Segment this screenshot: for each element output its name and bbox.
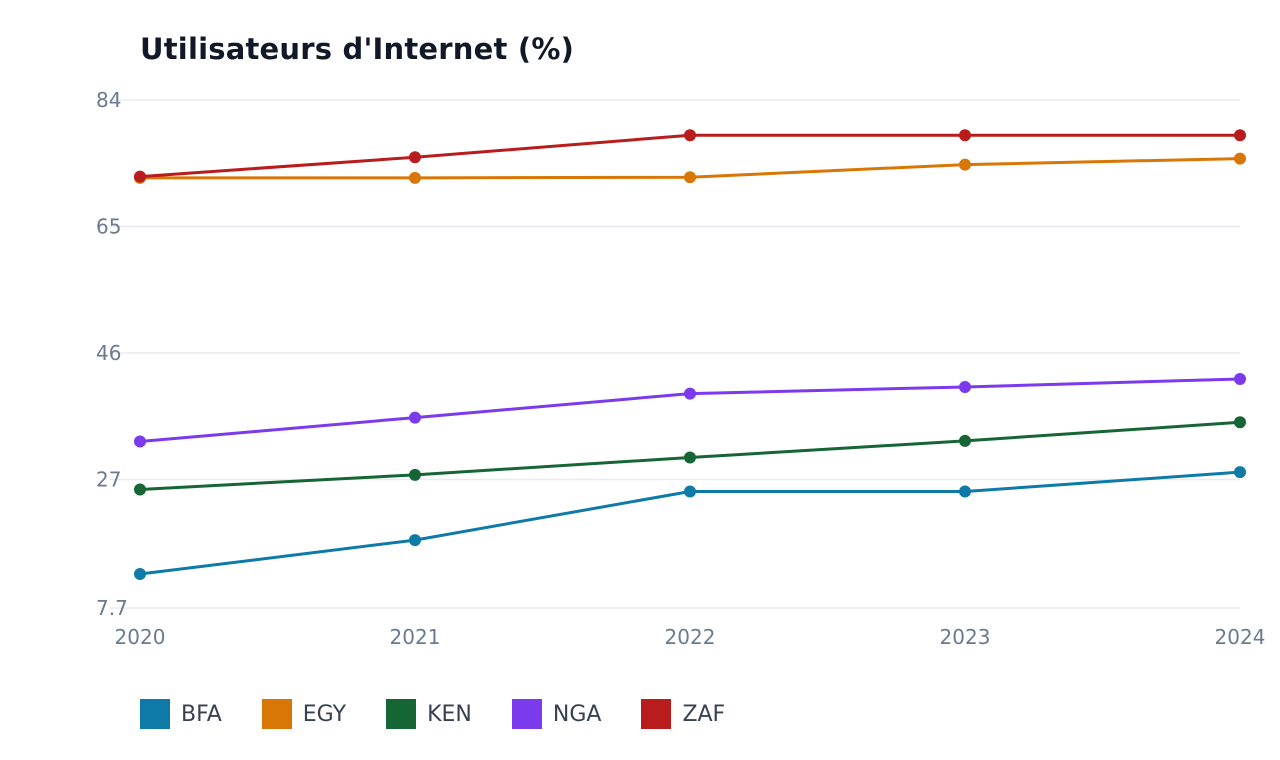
data-point [1234,129,1246,142]
x-tick-label: 2022 [665,625,716,649]
grid-layer [110,99,1240,609]
chart-legend: BFA EGY KEN NGA ZAF [140,699,765,729]
legend-swatch [641,699,672,729]
legend-label: NGA [552,701,602,727]
legend-item-egy: EGY [261,699,347,729]
data-point [134,170,146,183]
data-point [134,483,146,496]
data-point [684,451,696,464]
legend-item-zaf: ZAF [641,699,725,729]
axis-labels: 84 65 46 27 7.7 2020 2021 2022 2023 2024 [96,88,1265,649]
y-tick-label: 84 [96,88,121,112]
chart-title: Utilisateurs d'Internet (%) [140,32,575,66]
data-point [409,534,421,547]
data-point [959,158,971,171]
data-point [134,435,146,448]
x-tick-label: 2021 [390,625,441,649]
series-nga [134,372,1246,448]
data-point [684,129,696,142]
legend-label: ZAF [682,701,726,727]
legend-swatch [140,699,170,729]
series-zaf [134,129,1246,183]
series-bfa [134,466,1246,581]
data-point [409,411,421,424]
data-point [1234,372,1246,385]
legend-item-ken: KEN [386,699,472,729]
data-point [684,387,696,400]
data-point [409,171,421,184]
legend-swatch [511,699,542,729]
x-tick-label: 2023 [940,625,991,649]
legend-label: EGY [302,701,347,727]
series-ken [134,416,1246,496]
line-chart: 84 65 46 27 7.7 2020 2021 2022 2023 2024 [96,88,1265,649]
y-tick-label: 7.7 [96,596,128,620]
data-point [1234,466,1246,479]
data-point [409,151,421,164]
series-egy [134,152,1246,184]
data-point [1234,152,1246,165]
legend-swatch [261,699,292,729]
legend-label: BFA [181,701,222,727]
series-layer [134,129,1246,581]
data-point [1234,416,1246,429]
x-tick-label: 2020 [115,625,166,649]
y-tick-label: 46 [96,341,121,365]
data-point [959,129,971,142]
y-tick-label: 27 [96,468,121,492]
legend-item-bfa: BFA [140,699,222,729]
data-point [684,485,696,498]
y-tick-label: 65 [96,215,121,239]
x-tick-label: 2024 [1215,625,1266,649]
data-point [959,434,971,447]
data-point [409,468,421,481]
legend-swatch [386,699,417,729]
data-point [959,380,971,393]
series-line [138,133,1242,179]
data-point [684,171,696,184]
legend-item-nga: NGA [511,699,602,729]
data-point [959,485,971,498]
data-point [134,568,146,581]
legend-label: KEN [427,701,472,727]
